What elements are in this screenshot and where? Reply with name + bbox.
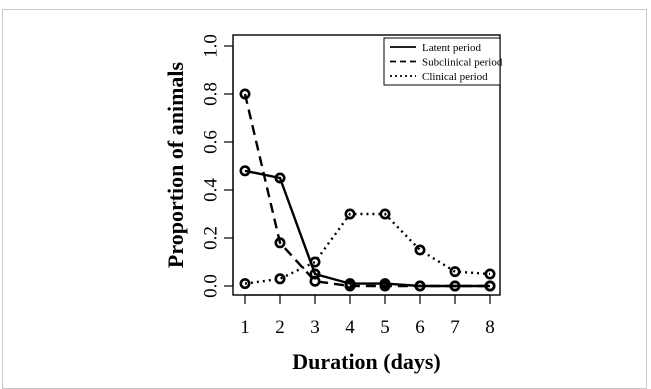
data-point [379,208,391,220]
data-point [309,275,321,287]
x-tick-label: 8 [485,317,495,338]
data-point [274,237,286,249]
y-tick-label: 0.8 [200,82,221,106]
data-point [274,172,286,184]
series-line [244,212,491,285]
y-tick-label: 0.6 [200,130,221,154]
data-point [414,280,426,292]
y-tick-label: 1.0 [200,34,221,58]
data-point [309,256,321,268]
legend-label: Latent period [422,42,481,54]
data-point [449,266,461,278]
legend-label: Clinical period [422,71,488,83]
data-point [484,280,496,292]
x-tick-label: 7 [450,317,460,338]
data-point [344,208,356,220]
series-layer [239,88,496,292]
data-point [414,244,426,256]
x-axis-title: Duration (days) [292,349,441,374]
x-tick-label: 3 [310,317,320,338]
legend-label: Subclinical period [422,57,503,69]
y-tick-label: 0.0 [200,274,221,298]
data-point [239,278,251,290]
data-point [239,88,251,100]
series-solid [239,165,496,292]
data-point [344,280,356,292]
x-tick-label: 5 [380,317,390,338]
x-tick-label: 2 [275,317,285,338]
line-chart: 0.0 0.2 0.4 0.6 0.8 1.0 1 2 3 4 5 6 7 8 Latent perio… [163,34,503,374]
x-tick-label: 6 [415,317,425,338]
x-tick-label: 4 [345,317,355,338]
data-point [449,280,461,292]
data-point [379,280,391,292]
y-axis: 0.0 0.2 0.4 0.6 0.8 1.0 [200,34,234,298]
series-dashed [239,88,496,292]
x-tick-label: 1 [240,317,250,338]
y-axis-title: Proportion of animals [163,61,188,268]
series-dotted [239,208,496,290]
y-tick-label: 0.4 [200,178,221,202]
y-tick-label: 0.2 [200,226,221,250]
data-point [274,273,286,285]
legend: Latent period Subclinical period Clinical … [383,37,503,86]
series-line [243,93,490,288]
data-point [484,268,496,280]
x-axis: 1 2 3 4 5 6 7 8 [240,294,495,338]
data-point [239,165,251,177]
